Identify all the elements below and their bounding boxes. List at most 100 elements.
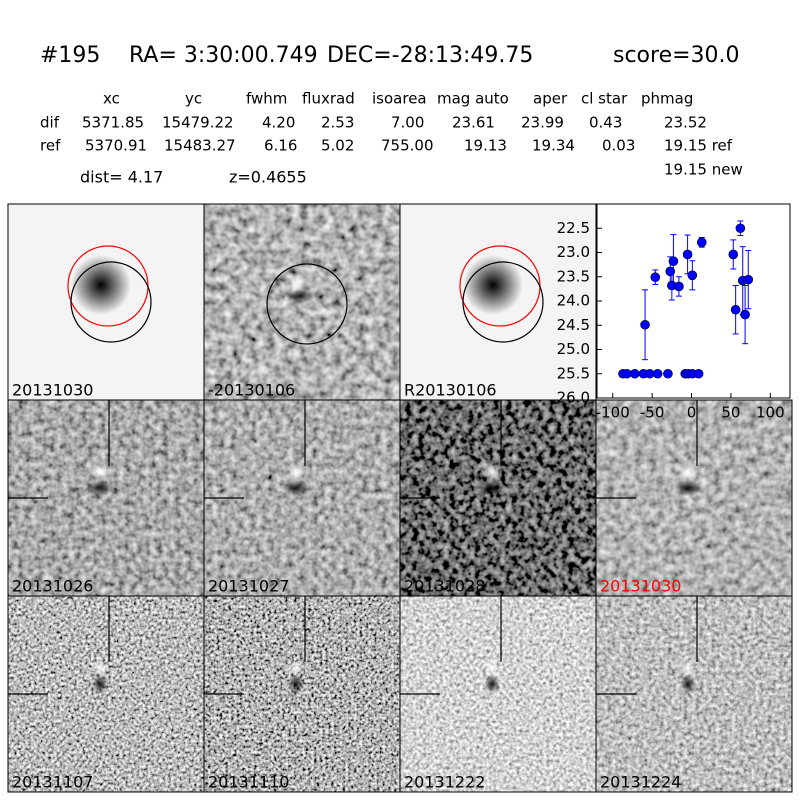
object-id: #195 (40, 43, 100, 68)
aperture (462, 261, 544, 343)
residual (674, 480, 702, 496)
table-cell: 2.53 (321, 114, 354, 132)
column-header: fwhm (246, 90, 287, 108)
residual (289, 660, 303, 676)
residual (286, 462, 306, 482)
data-point (668, 256, 679, 267)
table-cell: 755.00 (381, 137, 434, 155)
y-tick-label: 23.0 (557, 243, 590, 261)
residual (482, 462, 502, 482)
table-cell: 23.61 (452, 114, 495, 132)
residual (86, 480, 114, 496)
stamp-frame (595, 595, 793, 793)
residual (678, 462, 698, 482)
residual (290, 275, 310, 289)
table-cell: 19.34 (532, 137, 575, 155)
data-point (687, 270, 698, 281)
data-point (682, 249, 693, 260)
residual (681, 660, 695, 676)
table-cell: 23.99 (521, 114, 564, 132)
column-header: phmag (641, 90, 693, 108)
data-point (630, 368, 640, 379)
data-point (740, 309, 750, 320)
plot-area (596, 203, 791, 399)
x-tick-label: 0 (687, 404, 697, 422)
residual (484, 674, 500, 694)
table-cell: 7.00 (391, 114, 424, 132)
source (463, 255, 523, 315)
table-cell: 6.16 (264, 137, 297, 155)
y-tick-label: 24.5 (557, 316, 590, 334)
column-header: isoarea (372, 90, 427, 108)
table-cell: 23.52 (664, 114, 707, 132)
stamp-label: 20131030 (12, 381, 93, 400)
x-tick-label: 50 (721, 404, 740, 422)
data-point (735, 223, 746, 234)
redshift: z=0.4655 (229, 168, 307, 187)
residual (90, 462, 110, 482)
stamp-label: 20131222 (404, 773, 485, 792)
stamp-label: 20131107 (12, 773, 93, 792)
column-header: xc (103, 90, 120, 108)
dist: dist= 4.17 (80, 168, 163, 187)
y-tick-label: 25.0 (557, 340, 590, 358)
table-cell: 5371.85 (82, 114, 144, 132)
residual (680, 674, 696, 694)
source (71, 255, 131, 315)
light-curve: 22.5 23.0 23.5 24.0 24.5 25.0 25.5 26.0 -100 -50 0… (557, 203, 791, 422)
table-cell: 0.43 (589, 114, 622, 132)
data-point (650, 272, 661, 283)
table-cell: 5.02 (321, 137, 354, 155)
stamp-label: 20131110 (208, 773, 289, 792)
y-tick-label: 25.5 (557, 364, 590, 382)
stamps: 20131030 -20130106 R20130106 20131026 201310… (7, 203, 793, 793)
stamp-label: 20131026 (12, 577, 93, 596)
data-point (652, 368, 663, 379)
data-point (674, 281, 684, 292)
aperture (70, 261, 152, 343)
x-tick-label: -50 (640, 404, 665, 422)
table-cell: 4.20 (262, 114, 295, 132)
x-tick-label: -100 (596, 404, 630, 422)
column-header: yc (185, 90, 202, 108)
table-cell: 15479.22 (162, 114, 234, 132)
stamp-label: 20131224 (600, 773, 681, 792)
x-tick-label: 100 (756, 404, 785, 422)
data-point (728, 249, 739, 260)
residual (286, 289, 314, 303)
stamp-label: R20130106 (404, 381, 497, 400)
ra: RA= 3:30:00.749 (129, 43, 318, 68)
row-label: ref (40, 137, 61, 155)
y-tick-label: 26.0 (557, 389, 590, 407)
table-cell: 0.03 (602, 137, 635, 155)
data-point (640, 319, 650, 330)
column-header: mag auto (437, 90, 509, 108)
stamp-label: 20131030 (600, 577, 681, 596)
residual (92, 674, 108, 694)
table-cell: 19.15 ref (664, 137, 733, 155)
residual (288, 674, 304, 694)
residual (282, 480, 310, 496)
data-point (730, 304, 741, 315)
dec: DEC=-28:13:49.75 (327, 43, 533, 68)
row-label: dif (40, 114, 60, 132)
residual (93, 660, 107, 676)
phmag-new: 19.15 new (664, 161, 743, 179)
residual (485, 660, 499, 676)
y-tick-label: 23.5 (557, 267, 590, 285)
data-point (663, 368, 673, 379)
table-cell: 5370.91 (85, 137, 147, 155)
table-cell: 15483.27 (164, 137, 236, 155)
stamp-label: -20130106 (208, 381, 295, 400)
aperture (266, 263, 348, 345)
column-header: aper (533, 90, 568, 108)
column-header: cl star (581, 90, 628, 108)
data-point (693, 368, 704, 379)
table-cell: 19.13 (464, 137, 507, 155)
stamp-label: 20131028 (404, 577, 485, 596)
column-header: fluxrad (302, 90, 355, 108)
score: score=30.0 (613, 43, 740, 68)
residual (478, 480, 506, 496)
data-point (743, 274, 754, 285)
